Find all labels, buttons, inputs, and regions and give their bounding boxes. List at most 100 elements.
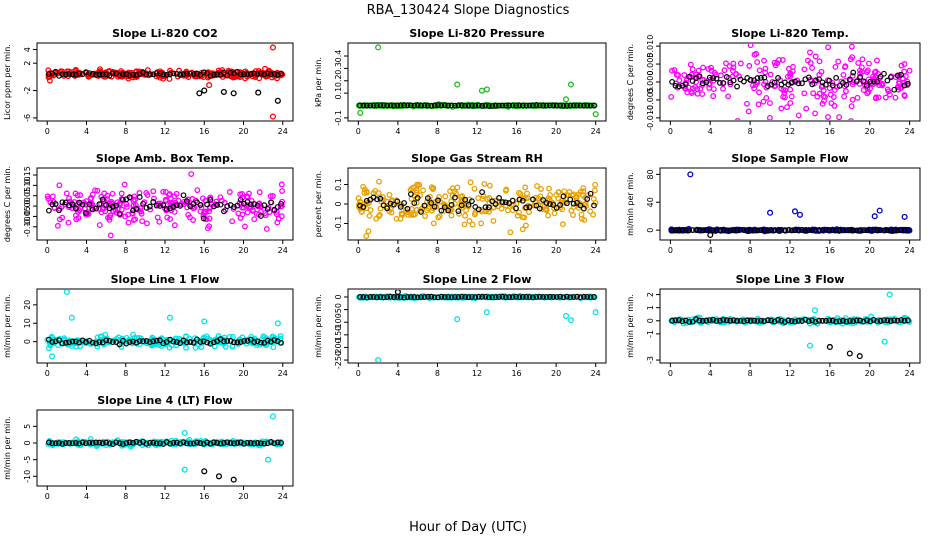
data-point [213, 198, 220, 205]
data-point-black [261, 202, 268, 209]
data-point [693, 79, 700, 86]
data-point [695, 67, 702, 74]
data-point [87, 196, 94, 203]
data-point-black [710, 316, 717, 323]
data-point [507, 229, 514, 236]
x-tick-label: 24 [278, 492, 288, 501]
data-point-black [740, 318, 747, 325]
data-point-black [136, 440, 143, 446]
y-tick-label: 0.05 [23, 187, 32, 205]
data-point-black [485, 103, 492, 109]
data-point-black [120, 71, 126, 78]
data-point-black [187, 70, 194, 77]
data-point [472, 209, 479, 216]
data-point [463, 207, 469, 214]
data-point-black [62, 339, 69, 346]
data-point-black [143, 204, 150, 211]
data-point-black [884, 227, 891, 234]
data-point-black [251, 440, 258, 447]
data-point [746, 62, 753, 69]
data-point-black [83, 210, 89, 217]
panel-title: Slope Gas Stream RH [411, 152, 543, 165]
data-point [801, 66, 808, 73]
data-point-black [99, 196, 106, 203]
data-point [570, 204, 577, 210]
data-point-black [526, 294, 533, 300]
data-point [255, 203, 262, 210]
data-point-black [536, 205, 543, 212]
data-point [66, 195, 73, 202]
data-point-black [140, 200, 147, 207]
outlier-point [269, 413, 276, 420]
outlier-point [230, 90, 237, 97]
data-point-black [819, 317, 826, 324]
data-point-black [136, 71, 143, 77]
data-point-black [860, 78, 867, 85]
data-point-black [492, 102, 499, 109]
data-point [469, 221, 476, 228]
data-point [89, 191, 96, 198]
data-point [102, 208, 109, 215]
data-point-black [706, 74, 713, 81]
data-point [848, 44, 855, 50]
data-point-black [106, 440, 113, 447]
data-point-black [901, 227, 908, 233]
data-point-black [146, 339, 153, 346]
data-point [772, 62, 779, 69]
data-point-black [103, 201, 110, 208]
data-point-black [197, 202, 204, 208]
data-point-black [200, 338, 207, 345]
data-point [745, 108, 752, 115]
data-point-black [465, 294, 472, 301]
y-tick-label: -5 [23, 456, 32, 464]
data-point-black [822, 226, 829, 233]
data-point-black [452, 294, 458, 300]
outlier-point [796, 211, 804, 218]
data-point [842, 63, 849, 70]
data-point-black [577, 102, 584, 109]
data-point-black [200, 215, 207, 222]
data-point [270, 344, 277, 351]
data-point-black [710, 227, 717, 234]
data-point-black [550, 102, 557, 109]
y-tick-label: -1 [646, 330, 655, 338]
data-point-black [462, 196, 469, 203]
x-tick-label: 16 [199, 246, 209, 255]
data-point-black [200, 440, 207, 447]
data-point-black [699, 80, 706, 87]
y-tick-label: 0.15 [23, 166, 32, 184]
data-point-black [550, 294, 557, 300]
data-point-black [475, 206, 482, 213]
data-point-black [819, 227, 826, 234]
data-point-black [591, 294, 597, 300]
data-point [782, 94, 788, 101]
data-point-black [536, 102, 543, 109]
y-tick-label: 0 [646, 228, 655, 233]
data-point [107, 232, 114, 239]
x-tick-label: 16 [825, 246, 835, 255]
data-point-black [696, 73, 703, 80]
data-point-black [438, 293, 445, 300]
panel-5: Slope Gas Stream RH percent per min. 0 4 8 12… [314, 152, 607, 255]
x-tick-label: 8 [748, 246, 753, 255]
data-point-black [418, 294, 424, 301]
y-axis-label: ml/min per min. [3, 294, 12, 358]
data-point-black [540, 293, 547, 300]
data-point-black [761, 74, 768, 81]
panel-3: Slope Li-820 Temp. degrees C per min. 0 4 8 1… [626, 27, 921, 136]
data-point-black [499, 293, 506, 300]
data-point-black [730, 77, 737, 84]
data-point-black [799, 80, 805, 87]
y-tick-label: 40 [646, 197, 655, 207]
data-point-black [126, 72, 133, 79]
data-point-black [59, 199, 66, 206]
data-point-black [863, 317, 870, 324]
data-point [699, 91, 706, 98]
data-point-black [62, 199, 69, 206]
data-point-black [802, 227, 809, 234]
data-point-black [160, 340, 167, 347]
data-point [590, 211, 597, 218]
data-point-black [66, 71, 73, 78]
data-point-black [180, 439, 187, 446]
data-point [733, 71, 740, 77]
